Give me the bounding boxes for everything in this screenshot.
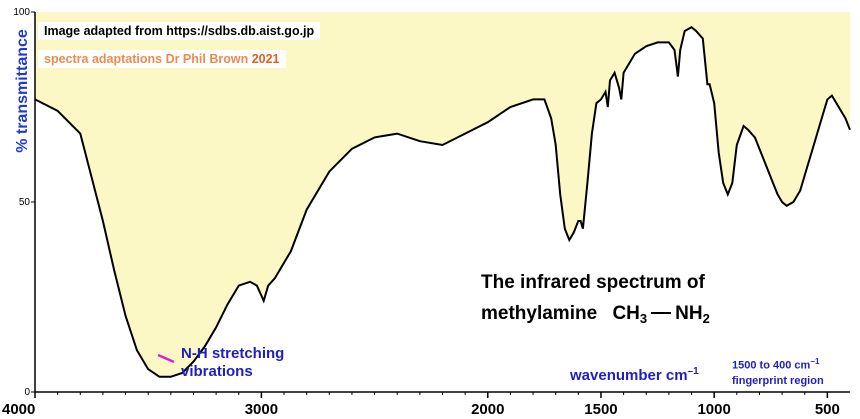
- adaptation-credit-year: 2021: [251, 52, 280, 66]
- y-tick-label: 0: [24, 387, 30, 398]
- source-credit: Image adapted from https://sdbs.db.aist.…: [38, 22, 321, 40]
- chart-title-line1: The infrared spectrum of: [481, 272, 705, 293]
- formula-right-sub: 2: [702, 311, 710, 326]
- single-bond-line: [651, 311, 672, 314]
- fingerprint-line1: 1500 to 400 cm−1: [732, 354, 824, 374]
- chart-axes: 4000 3000 2000 1500 1000 500 0 50 100: [2, 7, 850, 418]
- x-tick-label: 500: [815, 401, 840, 418]
- adaptation-credit: spectra adaptations Dr Phil Brown 2021: [38, 50, 286, 68]
- spectrum-curve: [34, 25, 851, 378]
- x-tick-label: 1500: [584, 401, 617, 418]
- x-axis-label-sup: –1: [687, 366, 699, 377]
- annotation-line2: vibrations: [181, 363, 253, 380]
- fingerprint-line2: fingerprint region: [732, 374, 824, 387]
- adaptation-credit-text: spectra adaptations Dr Phil Brown: [44, 52, 249, 66]
- x-tick-label: 2000: [471, 401, 504, 418]
- x-axis-label: wavenumber cm–1: [570, 366, 699, 384]
- x-tick-label: 1000: [697, 401, 730, 418]
- formula-right: NH: [675, 303, 703, 324]
- x-axis-label-text: wavenumber cm: [570, 367, 688, 384]
- x-tick-label: 4000: [2, 401, 35, 418]
- compound-formula: CH3 NH2: [612, 303, 710, 326]
- x-tick-label: 3000: [245, 401, 278, 418]
- compound-name: methylamine: [481, 303, 598, 324]
- fingerprint-range: 1500 to 400 cm: [732, 359, 811, 372]
- fingerprint-region-label: 1500 to 400 cm−1 fingerprint region: [732, 354, 824, 389]
- chart-title-line2: methylamine CH3 NH2: [481, 303, 710, 326]
- annotation-pointer-line: [157, 353, 175, 364]
- annotation-line1: N-H stretching: [181, 345, 285, 362]
- formula-left: CH: [612, 303, 640, 324]
- y-tick-label: 100: [13, 7, 30, 18]
- y-axis-label: % transmittance: [14, 29, 31, 153]
- formula-left-sub: 3: [639, 311, 648, 326]
- y-tick-label: 50: [19, 197, 31, 208]
- nh-stretch-annotation: N-H stretching vibrations: [181, 345, 284, 381]
- fingerprint-sup: −1: [810, 357, 820, 366]
